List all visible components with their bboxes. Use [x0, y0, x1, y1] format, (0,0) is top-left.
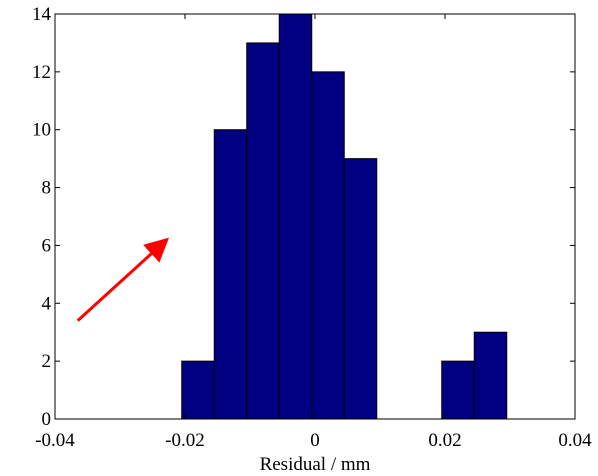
- ticks-layer: [54, 13, 576, 420]
- y-tick-label-2: 2: [42, 351, 52, 372]
- histogram-bar-3: [246, 42, 280, 420]
- x-tick-label-3: 0: [310, 430, 320, 451]
- x-tick-label-1: -0.04: [35, 430, 75, 451]
- x-tick-label-2: -0.02: [165, 430, 205, 451]
- histogram-bar-4: [278, 13, 313, 420]
- labels-layer: -0.04 -0.02 0 0.02 0.04 0 2 4 6 8 10 12 14 Residual /…: [32, 4, 592, 475]
- histogram-bar-9: [441, 360, 475, 420]
- histogram-bar-10: [473, 331, 508, 420]
- y-tick-label-5: 8: [42, 178, 52, 199]
- bars-layer: [181, 13, 508, 420]
- y-tick-label-3: 4: [42, 293, 52, 314]
- x-tick-label-4: 0.02: [428, 430, 461, 451]
- histogram-bar-1: [181, 360, 215, 420]
- y-tick-label-1: 0: [42, 409, 52, 430]
- histogram-bar-5: [311, 71, 345, 420]
- y-tick-label-4: 6: [42, 235, 52, 256]
- red-arrow-annotation-1: [76, 237, 170, 322]
- x-axis-label: Residual / mm: [260, 454, 371, 475]
- x-tick-label-5: 0.04: [558, 430, 592, 451]
- y-tick-label-6: 10: [32, 120, 51, 141]
- y-tick-label-7: 12: [32, 62, 51, 83]
- histogram-bar-6: [343, 158, 378, 420]
- annotation-layer: [76, 237, 170, 322]
- histogram-bar-2: [213, 129, 248, 420]
- y-tick-label-8: 14: [32, 4, 52, 25]
